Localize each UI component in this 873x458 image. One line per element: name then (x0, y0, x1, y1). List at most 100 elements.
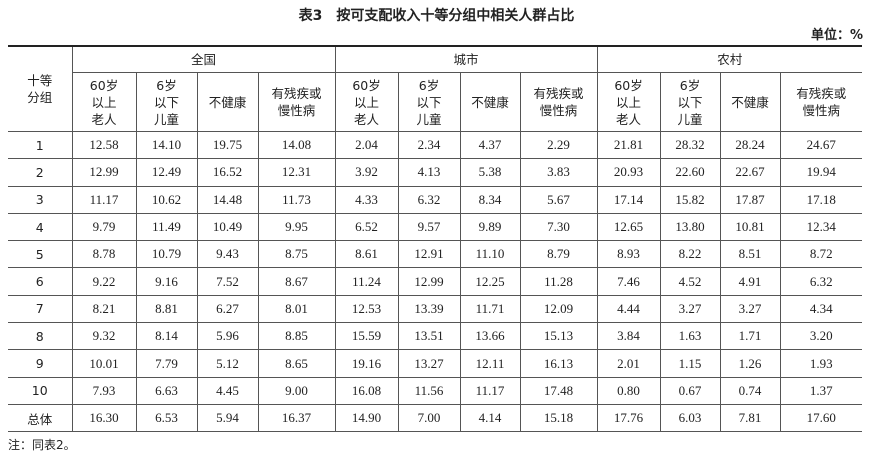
cell: 3.27 (719, 294, 781, 324)
cell: 6.27 (196, 294, 259, 324)
cell: 7.93 (71, 376, 137, 405)
cell: 15.82 (659, 185, 721, 214)
cell: 20.93 (596, 158, 661, 187)
cell: 11.10 (459, 240, 521, 269)
cell: 13.66 (459, 322, 521, 351)
column-header: 60岁 以上 老人 (596, 72, 661, 132)
cell: 16.30 (71, 403, 137, 433)
cell: 1.93 (779, 349, 863, 378)
cell: 8.14 (135, 322, 198, 351)
cell: 11.28 (519, 267, 598, 296)
cell: 9.89 (459, 212, 521, 242)
cell: 5.67 (519, 185, 598, 214)
group-header: 城市 (334, 45, 598, 73)
cell: 4.45 (196, 376, 259, 405)
cell: 16.08 (334, 376, 399, 405)
cell: 5.38 (459, 158, 521, 187)
cell: 13.80 (659, 212, 721, 242)
cell: 16.37 (257, 403, 336, 433)
cell: 8.79 (519, 240, 598, 269)
cell: 11.24 (334, 267, 399, 296)
cell: 0.80 (596, 376, 661, 405)
cell: 1.71 (719, 322, 781, 351)
cell: 9.79 (71, 212, 137, 242)
row-label: 2 (8, 158, 73, 187)
cell: 22.67 (719, 158, 781, 187)
cell: 7.00 (397, 403, 461, 433)
cell: 8.61 (334, 240, 399, 269)
cell: 7.81 (719, 403, 781, 433)
row-label: 1 (8, 130, 73, 160)
cell: 6.32 (397, 185, 461, 214)
cell: 12.53 (334, 294, 399, 324)
cell: 17.18 (779, 185, 863, 214)
cell: 8.65 (257, 349, 336, 378)
cell: 7.46 (596, 267, 661, 296)
cell: 5.96 (196, 322, 259, 351)
row-label: 6 (8, 267, 73, 296)
cell: 14.08 (257, 130, 336, 160)
cell: 8.21 (71, 294, 137, 324)
cell: 9.95 (257, 212, 336, 242)
column-header: 有残疾或 慢性病 (519, 72, 598, 132)
row-label: 8 (8, 322, 73, 351)
cell: 17.60 (779, 403, 863, 433)
cell: 8.34 (459, 185, 521, 214)
cell: 4.33 (334, 185, 399, 214)
column-header: 6岁 以下 儿童 (135, 72, 198, 132)
column-header: 不健康 (719, 72, 781, 132)
cell: 5.94 (196, 403, 259, 433)
cell: 15.13 (519, 322, 598, 351)
column-header: 不健康 (459, 72, 521, 132)
cell: 8.51 (719, 240, 781, 269)
cell: 6.52 (334, 212, 399, 242)
cell: 19.94 (779, 158, 863, 187)
cell: 14.48 (196, 185, 259, 214)
cell: 10.49 (196, 212, 259, 242)
cell: 1.63 (659, 322, 721, 351)
cell: 19.75 (196, 130, 259, 160)
cell: 12.99 (71, 158, 137, 187)
cell: 5.12 (196, 349, 259, 378)
cell: 9.16 (135, 267, 198, 296)
column-header: 有残疾或 慢性病 (257, 72, 336, 132)
cell: 28.32 (659, 130, 721, 160)
cell: 6.63 (135, 376, 198, 405)
cell: 10.01 (71, 349, 137, 378)
cell: 3.27 (659, 294, 721, 324)
cell: 11.17 (71, 185, 137, 214)
row-label: 4 (8, 212, 73, 242)
cell: 19.16 (334, 349, 399, 378)
data-row: 6 9.22 9.16 7.52 8.67 11.24 12.99 12.25 11.28 7.4… (8, 267, 863, 296)
column-header-row: 60岁 以上 老人 6岁 以下 儿童 不健康 有残疾或 慢性病 60岁 以上 老人 6岁 … (8, 72, 863, 132)
unit-label: 单位：% (810, 28, 863, 43)
cell: 4.14 (459, 403, 521, 433)
row-label: 3 (8, 185, 73, 214)
cell: 4.13 (397, 158, 461, 187)
cell: 2.34 (397, 130, 461, 160)
column-header: 60岁 以上 老人 (72, 72, 137, 132)
cell: 0.67 (659, 376, 721, 405)
cell: 4.91 (719, 267, 781, 296)
cell: 8.01 (257, 294, 336, 324)
cell: 8.22 (659, 240, 721, 269)
data-row: 4 9.79 11.49 10.49 9.95 6.52 9.57 9.89 7.30 12.65… (8, 212, 863, 242)
cell: 13.27 (397, 349, 461, 378)
cell: 11.17 (459, 376, 521, 405)
cell: 14.10 (135, 130, 198, 160)
table-note: 注：同表2。 (8, 438, 76, 452)
cell: 9.57 (397, 212, 461, 242)
cell: 1.37 (779, 376, 863, 405)
column-header: 有残疾或 慢性病 (779, 72, 863, 132)
cell: 10.79 (135, 240, 198, 269)
cell: 1.26 (719, 349, 781, 378)
cell: 7.79 (135, 349, 198, 378)
data-row: 9 10.01 7.79 5.12 8.65 19.16 13.27 12.11 16.13 2.… (8, 349, 863, 378)
cell: 24.67 (779, 130, 863, 160)
cell: 4.52 (659, 267, 721, 296)
row-label: 10 (8, 376, 73, 405)
cell: 12.91 (397, 240, 461, 269)
cell: 12.99 (397, 267, 461, 296)
cell: 8.81 (135, 294, 198, 324)
cell: 9.22 (71, 267, 137, 296)
